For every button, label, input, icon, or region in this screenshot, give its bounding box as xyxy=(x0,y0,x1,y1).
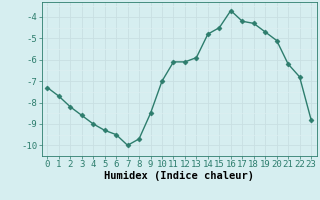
X-axis label: Humidex (Indice chaleur): Humidex (Indice chaleur) xyxy=(104,171,254,181)
